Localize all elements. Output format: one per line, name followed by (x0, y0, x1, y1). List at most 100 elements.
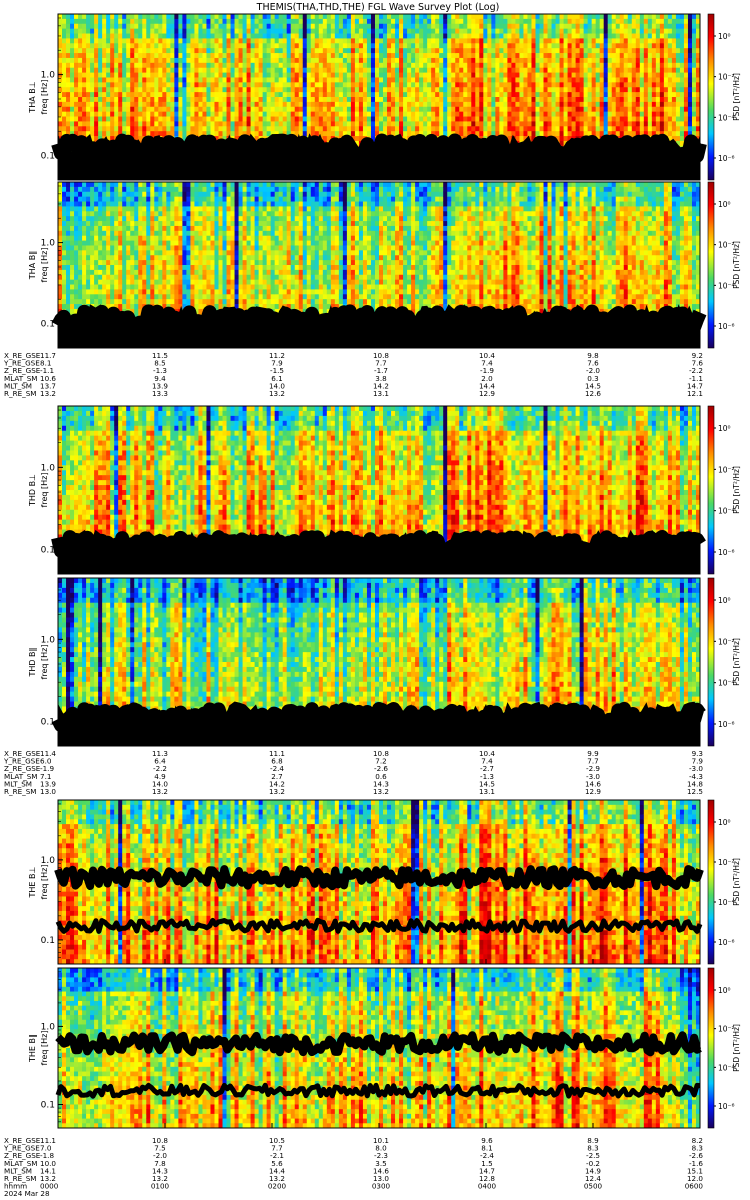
ephemeris-value: 8.2 (692, 1136, 703, 1145)
panel-freq-label: freq [Hz] (40, 645, 49, 680)
ephemeris-value: -2.1 (270, 1151, 284, 1160)
y-tick-label: 1.0 (41, 856, 56, 866)
colorbar-tick-label: 10⁻² (718, 858, 735, 867)
ephemeris-value: 11.1 (269, 749, 285, 758)
ephemeris-value: -1.3 (480, 772, 494, 781)
colorbar-tick-label: 10⁻⁶ (718, 154, 735, 163)
low-frequency-trace-fill (58, 529, 700, 574)
ephemeris-value: 7.4 (481, 757, 493, 766)
ephemeris-value: -2.2 (689, 366, 703, 375)
ephemeris-value: 13.2 (40, 1174, 56, 1183)
ephemeris-value: 12.9 (585, 787, 601, 796)
ephemeris-value: -2.5 (586, 1151, 600, 1160)
colorbar-tick-label: 10⁰ (718, 424, 731, 433)
ephemeris-row-label: Y_RE_GSE (3, 1144, 40, 1153)
psd-trace-line (55, 917, 703, 934)
ephemeris-value: 14.2 (269, 779, 285, 788)
colorbar-tick-label: 10⁻² (718, 1025, 735, 1034)
ephemeris-value: 3.8 (375, 374, 387, 383)
panel-freq-label: freq [Hz] (40, 248, 49, 283)
ephemeris-value: 13.7 (40, 381, 56, 390)
ephemeris-value: 14.3 (152, 1166, 168, 1175)
ephemeris-value: 13.0 (40, 787, 56, 796)
ephemeris-value: -1.7 (374, 366, 388, 375)
ephemeris-value: -1.6 (689, 1159, 703, 1168)
ephemeris-value: -2.0 (153, 1151, 167, 1160)
ephemeris-value: 8.1 (40, 359, 51, 368)
ephemeris-value: -2.4 (270, 764, 284, 773)
y-tick-label: 0.1 (41, 936, 55, 946)
ephemeris-value: -4.3 (689, 772, 703, 781)
ephemeris-value: 10.4 (479, 351, 495, 360)
ephemeris-value: 7.9 (692, 757, 704, 766)
ephemeris-value: 7.0 (40, 1144, 52, 1153)
figure-title: THEMIS(THA,THD,THE) FGL Wave Survey Plot… (256, 2, 500, 13)
ephemeris-value: 9.9 (587, 749, 599, 758)
ephemeris-value: 13.3 (152, 389, 168, 398)
ephemeris-value: 2.0 (481, 374, 493, 383)
ephemeris-block: X_RE_GSE 11.1 10.8 10.5 10.1 9.6 8.9 8.2 Y_RE_GS… (3, 1136, 703, 1198)
ephemeris-value: 14.8 (687, 779, 703, 788)
ephemeris-value: 2.7 (271, 772, 282, 781)
colorbar-tick-label: 10⁰ (718, 818, 731, 827)
ephemeris-value: 3.5 (375, 1159, 386, 1168)
time-tick-label: 0300 (372, 1182, 391, 1191)
ephemeris-value: 10.6 (40, 374, 56, 383)
ephemeris-value: 12.6 (585, 389, 601, 398)
ephemeris-value: 12.1 (687, 389, 703, 398)
colorbar-tick-label: 10⁻⁴ (718, 679, 735, 688)
time-tick-label: 0100 (151, 1182, 170, 1191)
panel-freq-label: freq [Hz] (40, 865, 49, 900)
ephemeris-value: 14.5 (585, 381, 601, 390)
colorbar-tick-label: 10⁰ (718, 986, 731, 995)
ephemeris-row-label: R_RE_SM (4, 1174, 36, 1183)
ephemeris-value: 8.0 (375, 1144, 387, 1153)
ephemeris-value: 7.4 (481, 359, 493, 368)
ephemeris-value: 11.7 (40, 351, 56, 360)
spectrogram-panel: 1.0 0.1 THE B⊥ freq [Hz] 10⁰ 10⁻² 10⁻⁴ 10⁻⁶ PSD … (28, 799, 741, 965)
ephemeris-value: 13.2 (152, 787, 168, 796)
ephemeris-value: 12.9 (479, 389, 495, 398)
ephemeris-value: 7.1 (40, 772, 51, 781)
colorbar-tick-label: 10⁻² (718, 637, 735, 646)
ephemeris-row-label: Z_RE_GSE (4, 764, 41, 773)
colorbar (707, 13, 715, 181)
colorbar-tick-label: 10⁻⁶ (718, 322, 735, 331)
ephemeris-value: 4.9 (154, 772, 166, 781)
ephemeris-value: 13.2 (40, 389, 56, 398)
low-frequency-trace-fill (58, 133, 700, 180)
ephemeris-value: 9.8 (587, 351, 599, 360)
ephemeris-row-label: MLAT_SM (4, 1159, 37, 1168)
ephemeris-value: 12.0 (687, 1174, 703, 1183)
panel-probe-label: THA B‖ (28, 251, 37, 280)
ephemeris-value: 7.6 (692, 359, 704, 368)
ephemeris-value: -0.2 (586, 1159, 600, 1168)
ephemeris-value: 8.5 (154, 359, 165, 368)
ephemeris-value: 14.0 (152, 779, 168, 788)
ephemeris-value: 0.3 (587, 374, 598, 383)
ephemeris-value: 10.0 (40, 1159, 56, 1168)
colorbar (707, 799, 715, 965)
ephemeris-value: 12.8 (479, 1174, 495, 1183)
ephemeris-value: 13.2 (373, 787, 389, 796)
ephemeris-value: -3.0 (586, 772, 600, 781)
y-tick-label: 1.0 (41, 1022, 56, 1032)
colorbar-tick-label: 10⁻⁶ (718, 720, 735, 729)
colorbar-label: PSD [nT²/Hz] (732, 241, 741, 289)
date-label: 2024 Mar 28 (4, 1189, 50, 1198)
ephemeris-value: 0.6 (375, 772, 387, 781)
ephemeris-value: 8.1 (481, 1144, 492, 1153)
colorbar-tick-label: 10⁰ (718, 596, 731, 605)
ephemeris-row-label: MLT_SM (4, 1166, 32, 1175)
ephemeris-value: 10.5 (269, 1136, 285, 1145)
y-tick-label: 0.1 (41, 1100, 55, 1110)
ephemeris-value: 8.3 (692, 1144, 703, 1153)
ephemeris-value: 9.3 (692, 749, 703, 758)
ephemeris-value: 7.7 (587, 757, 598, 766)
y-tick-label: 1.0 (41, 239, 56, 249)
panel-probe-label: THE B‖ (28, 1034, 37, 1063)
spectrogram-panel: 1.0 0.1 THD B‖ freq [Hz] 10⁰ 10⁻² 10⁻⁴ 10⁻⁶ PSD … (28, 577, 741, 747)
colorbar-tick-label: 10⁻² (718, 241, 735, 250)
panel-freq-label: freq [Hz] (40, 80, 49, 115)
ephemeris-value: -2.3 (374, 1151, 388, 1160)
